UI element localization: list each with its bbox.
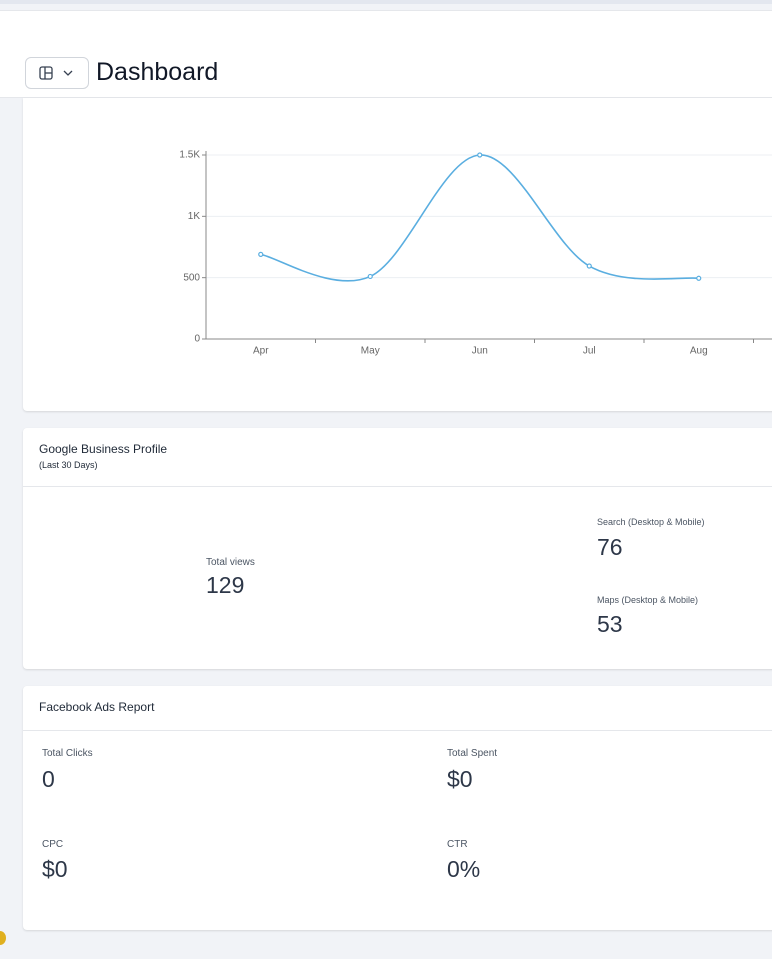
layout-toggle[interactable] <box>25 57 89 89</box>
google-card: Google Business Profile (Last 30 Days) T… <box>23 428 772 669</box>
card-title: Google Business Profile <box>39 442 168 456</box>
y-tick-label: 500 <box>183 272 200 283</box>
x-tick-label: Apr <box>253 346 269 357</box>
point <box>258 251 264 257</box>
metric-value: 53 <box>597 611 623 637</box>
y-tick-label: 1.5K <box>179 150 200 161</box>
y-tick-label: 1K <box>188 211 201 222</box>
metric-value: 0 <box>42 766 55 792</box>
x-tick-label: Aug <box>690 346 708 357</box>
metric-value: 0% <box>447 856 481 882</box>
metric-label: Total Clicks <box>42 748 93 759</box>
y-tick-label: 0 <box>194 334 200 345</box>
x-tick-label: May <box>361 346 380 357</box>
chart-card <box>23 98 772 411</box>
point <box>586 263 592 269</box>
divider <box>23 486 772 487</box>
card-title: Facebook Ads Report <box>39 700 155 714</box>
metric-value: $0 <box>42 856 68 882</box>
metric-value: 129 <box>206 572 245 598</box>
point <box>477 152 483 158</box>
card-subtitle: (Last 30 Days) <box>39 460 98 470</box>
metric-label: Total Spent <box>447 748 498 759</box>
x-tick-label: Jul <box>583 346 596 357</box>
point <box>367 273 373 280</box>
metric-value: $0 <box>447 766 473 792</box>
top-strip <box>0 0 772 4</box>
help-badge[interactable] <box>0 931 6 945</box>
line <box>260 154 699 282</box>
metric-label: CPC <box>42 839 64 850</box>
metric-value: 76 <box>597 534 623 560</box>
point <box>696 275 702 281</box>
metric-label: Total views <box>206 557 255 568</box>
x-tick-label: Jun <box>472 346 488 357</box>
divider <box>23 730 772 731</box>
header-row: Dashboard <box>0 51 772 98</box>
metric-label: Maps (Desktop & Mobile) <box>597 595 699 605</box>
metric-label: CTR <box>447 839 468 850</box>
metric-label: Search (Desktop & Mobile) <box>597 517 705 527</box>
chart: 0 500 1K 1.5K Apr May Jun Jul Aug <box>179 150 772 357</box>
page-title: Dashboard <box>96 58 219 86</box>
layout-icon <box>39 66 73 80</box>
facebook-card: Facebook Ads Report Total Clicks 0 Total… <box>23 686 772 930</box>
